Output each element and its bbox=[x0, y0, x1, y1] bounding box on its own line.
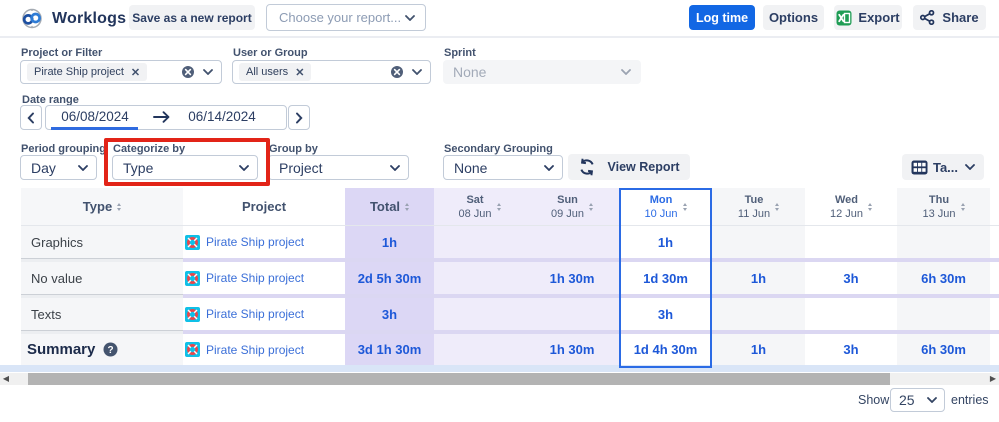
svg-text:?: ? bbox=[107, 345, 113, 356]
